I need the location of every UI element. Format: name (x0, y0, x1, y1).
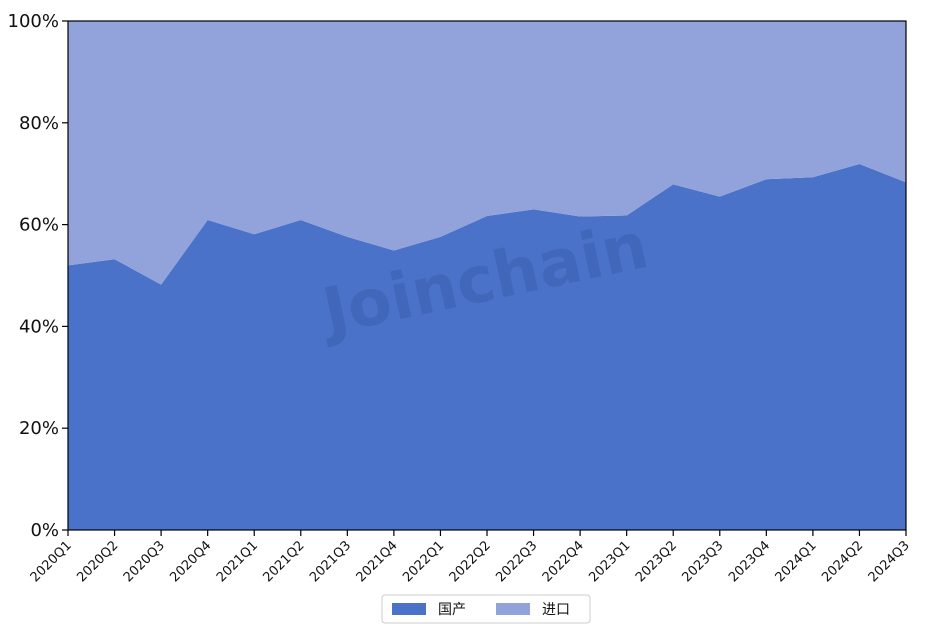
legend-label-1: 国产 (438, 602, 466, 618)
legend-swatch-2 (496, 603, 530, 615)
x-tick-label: 2020Q4 (167, 538, 214, 585)
x-tick-label: 2023Q3 (680, 538, 727, 585)
legend: 国产 进口 (381, 594, 591, 624)
area-layer (68, 21, 906, 531)
x-tick-label: 2024Q1 (773, 538, 820, 585)
x-tick-label: 2021Q1 (214, 538, 261, 585)
y-tick-label: 60% (19, 215, 59, 236)
x-tick-label: 2022Q4 (540, 538, 587, 585)
x-tick-label: 2023Q1 (586, 538, 633, 585)
area-series-1 (68, 164, 906, 531)
legend-swatch-1 (392, 603, 426, 615)
x-tick-label: 2021Q2 (261, 538, 308, 585)
y-tick-label: 20% (19, 418, 59, 439)
x-tick-label: 2021Q4 (354, 538, 401, 585)
x-tick-label: 2024Q2 (819, 538, 866, 585)
x-tick-label: 2022Q1 (400, 538, 447, 585)
x-tick-label: 2021Q3 (307, 538, 354, 585)
x-tick-label: 2024Q3 (866, 538, 913, 585)
x-tick-label: 2022Q2 (447, 538, 494, 585)
y-tick-label: 80% (19, 113, 59, 134)
y-tick-label: 100% (8, 11, 59, 32)
x-tick-label: 2020Q1 (28, 538, 75, 585)
legend-label-2: 进口 (542, 602, 570, 618)
x-tick-label: 2023Q2 (633, 538, 680, 585)
area-series-2 (68, 21, 906, 285)
x-axis: 2020Q1 2020Q2 2020Q3 2020Q4 2021Q1 2021Q2 2021… (28, 530, 913, 585)
x-tick-label: 2020Q3 (121, 538, 168, 585)
y-tick-label: 0% (30, 520, 59, 541)
x-tick-label: 2020Q2 (74, 538, 121, 585)
x-tick-label: 2023Q4 (726, 538, 773, 585)
x-tick-label: 2022Q3 (493, 538, 540, 585)
y-tick-label: 40% (19, 316, 59, 337)
legend-box (381, 594, 591, 624)
y-axis: 0% 20% 40% 60% 80% 100% (8, 11, 68, 541)
